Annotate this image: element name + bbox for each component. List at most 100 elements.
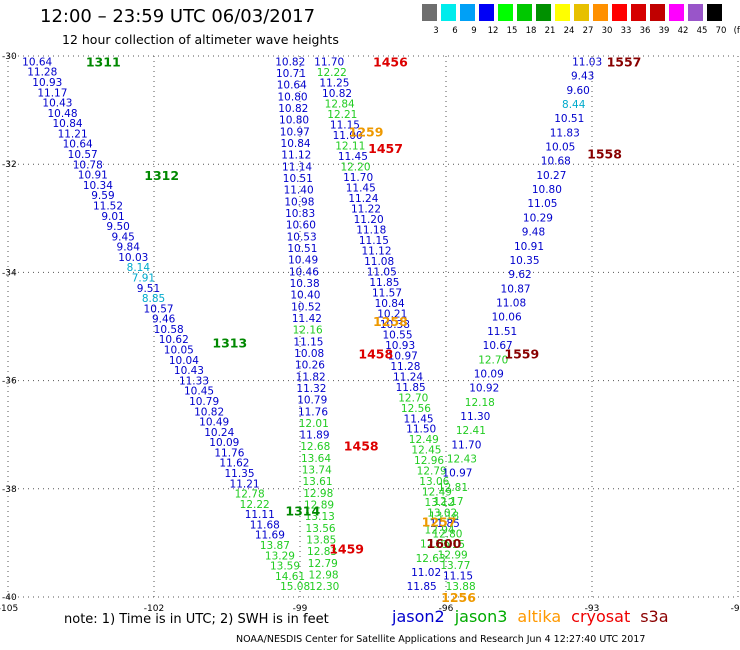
legend-swatch xyxy=(612,4,627,21)
wave-height-value: 10.97 xyxy=(280,126,310,138)
wave-height-value: 10.51 xyxy=(287,243,317,255)
wave-height-value: 10.87 xyxy=(501,283,531,295)
wave-height-value: 10.08 xyxy=(294,348,324,360)
x-tick-label: -99 xyxy=(293,604,308,614)
x-tick-label: -105 xyxy=(0,604,18,614)
wave-height-value: 12.56 xyxy=(401,403,431,415)
wave-height-value: 10.80 xyxy=(532,184,562,196)
wave-height-value: 10.93 xyxy=(385,340,415,352)
wave-height-value: 10.04 xyxy=(169,355,199,367)
orbit-label: 1257 xyxy=(422,514,457,529)
wave-height-value: 10.52 xyxy=(291,301,321,313)
page-title: 12:00 – 23:59 UTC 06/03/2017 xyxy=(40,6,316,27)
x-tick-label: -90 xyxy=(731,604,740,614)
wave-height-value: 11.22 xyxy=(351,203,381,215)
wave-height-value: 13.77 xyxy=(440,560,470,572)
wave-height-value: 11.20 xyxy=(354,214,384,226)
wave-height-value: 12.84 xyxy=(325,98,355,110)
wave-height-value: 11.85 xyxy=(369,277,399,289)
orbit-label: 1311 xyxy=(86,54,121,69)
legend-label: 45 xyxy=(696,26,708,36)
legend-label: 21 xyxy=(544,26,556,36)
wave-height-value: 12.45 xyxy=(411,445,441,457)
y-tick-label: -38 xyxy=(2,485,17,495)
wave-height-value: 8.14 xyxy=(127,262,151,274)
satellite-name: cryosat xyxy=(571,607,631,626)
wave-height-value: 11.15 xyxy=(443,571,473,583)
wave-height-value: 11.85 xyxy=(407,581,437,593)
wave-height-value: 13.02 xyxy=(427,508,457,520)
wave-height-value: 10.38 xyxy=(290,278,320,290)
legend-swatch xyxy=(517,4,532,21)
wave-height-value: 15.08 xyxy=(280,581,310,593)
wave-height-value: 10.60 xyxy=(286,220,316,232)
wave-height-value: 10.83 xyxy=(285,208,315,220)
wave-height-value: 11.15 xyxy=(359,235,389,247)
wave-height-value: 13.15 xyxy=(435,539,465,551)
satellite-legend: jason2 jason3 altika cryosat s3a xyxy=(392,607,679,626)
wave-height-value: 10.43 xyxy=(42,98,72,110)
wave-height-value: 11.68 xyxy=(250,519,280,531)
wave-height-value: 10.49 xyxy=(199,417,229,429)
wave-height-value: 11.70 xyxy=(343,172,373,184)
wave-height-value: 12.11 xyxy=(335,140,365,152)
wave-height-value: 10.26 xyxy=(295,360,325,372)
legend-label: (ft) xyxy=(733,26,740,36)
x-tick-label: -102 xyxy=(144,604,164,614)
wave-height-value: 10.62 xyxy=(159,334,189,346)
wave-height-value: 11.05 xyxy=(527,198,557,210)
x-tick-label: -93 xyxy=(585,604,600,614)
wave-height-value: 11.18 xyxy=(356,224,386,236)
orbit-label: 1458 xyxy=(358,347,393,362)
legend-label: 30 xyxy=(601,26,613,36)
orbit-label: 1313 xyxy=(212,336,247,351)
wave-height-value: 11.30 xyxy=(460,411,490,423)
y-tick-label: -36 xyxy=(2,377,17,387)
wave-height-value: 14.61 xyxy=(275,571,305,583)
wave-height-value: 12.98 xyxy=(303,488,333,500)
orbit-label: 1459 xyxy=(329,541,364,556)
legend-label: 36 xyxy=(639,26,651,36)
legend-label: 33 xyxy=(620,26,632,36)
wave-height-value: 11.57 xyxy=(372,287,402,299)
wave-height-value: 11.08 xyxy=(496,298,526,310)
wave-height-value: 10.27 xyxy=(536,170,566,182)
legend-swatch xyxy=(498,4,513,21)
wave-height-value: 9.50 xyxy=(106,221,129,233)
wave-height-value: 10.58 xyxy=(154,324,184,336)
wave-height-value: 10.79 xyxy=(297,395,327,407)
wave-height-value: 12.83 xyxy=(307,546,337,558)
legend-swatch xyxy=(422,4,437,21)
wave-height-value: 12.43 xyxy=(447,454,477,466)
orbit-label: 1557 xyxy=(607,54,642,69)
legend-label: 27 xyxy=(582,26,594,36)
wave-height-value: 10.09 xyxy=(209,437,239,449)
wave-height-value: 10.84 xyxy=(53,118,83,130)
wave-height-value: 10.57 xyxy=(144,303,174,315)
satellite-name: jason3 xyxy=(454,607,508,626)
wave-height-value: 10.46 xyxy=(289,266,319,278)
orbit-label: 1559 xyxy=(504,347,539,362)
wave-height-value: 10.80 xyxy=(278,91,308,103)
wave-height-value: 12.63 xyxy=(416,553,446,565)
wave-height-value: 12.98 xyxy=(309,570,339,582)
wave-height-value: 10.82 xyxy=(275,56,305,68)
wave-height-value: 9.01 xyxy=(101,211,124,223)
wave-height-value: 11.24 xyxy=(393,371,423,383)
wave-height-value: 11.89 xyxy=(299,430,329,442)
wave-height-value: 11.62 xyxy=(219,458,249,470)
legend-swatch xyxy=(669,4,684,21)
legend-label: 3 xyxy=(433,26,439,36)
wave-height-value: 10.45 xyxy=(184,386,214,398)
wave-height-value: 12.22 xyxy=(317,67,347,79)
y-tick-label: -32 xyxy=(2,160,17,170)
wave-height-value: 10.35 xyxy=(509,255,539,267)
wave-height-value: 8.85 xyxy=(142,293,165,305)
wave-height-value: 12.79 xyxy=(417,466,447,478)
wave-height-value: 12.70 xyxy=(398,392,428,404)
wave-height-value: 12.41 xyxy=(456,425,486,437)
wave-height-value: 10.05 xyxy=(164,345,194,357)
wave-height-value: 10.82 xyxy=(322,88,352,100)
wave-height-value: 11.82 xyxy=(296,371,326,383)
